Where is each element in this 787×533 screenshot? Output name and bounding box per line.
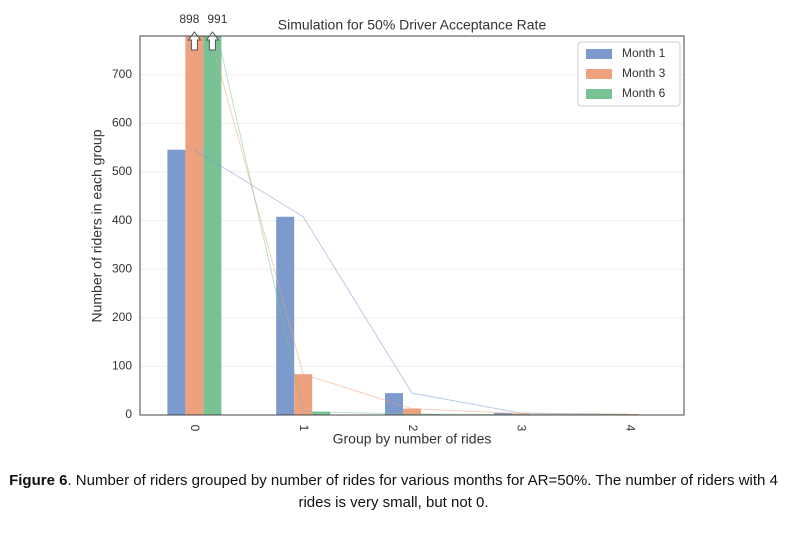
x-tick-label: 0	[188, 425, 202, 432]
legend-swatch	[586, 89, 612, 99]
bar	[385, 393, 403, 415]
bar	[276, 216, 295, 415]
caption-text: . Number of riders grouped by number of …	[67, 472, 778, 511]
y-tick-label: 300	[112, 261, 132, 275]
x-tick-label: 2	[406, 425, 420, 432]
y-tick-label: 200	[112, 310, 132, 324]
bar	[203, 36, 222, 415]
y-axis-label: Number of riders in each group	[89, 129, 105, 322]
trend-line	[217, 36, 630, 415]
y-tick-label: 100	[112, 359, 132, 373]
trend-line	[209, 36, 630, 415]
plot-frame	[139, 35, 685, 416]
value-label: 898	[179, 12, 199, 26]
y-tick-label: 700	[112, 67, 132, 81]
caption-label: Figure 6	[9, 472, 68, 489]
x-axis-label: Group by number of rides	[333, 431, 492, 447]
y-tick-label: 400	[112, 213, 132, 227]
bar	[294, 374, 313, 415]
y-tick-label: 500	[112, 164, 132, 178]
x-tick-label: 1	[297, 425, 311, 432]
legend-swatch	[586, 69, 612, 79]
legend-label: Month 6	[622, 86, 666, 100]
bar	[185, 36, 204, 415]
x-tick-label: 3	[515, 425, 529, 432]
chart-title: Simulation for 50% Driver Acceptance Rat…	[278, 17, 547, 33]
plot-area	[167, 36, 657, 415]
legend-swatch	[586, 49, 612, 59]
value-label: 991	[207, 12, 227, 26]
y-tick-label: 600	[112, 116, 132, 130]
y-tick-label: 0	[125, 407, 132, 421]
chart: Simulation for 50% Driver Acceptance Rat…	[89, 12, 685, 447]
trend-line	[194, 149, 630, 415]
bar	[312, 411, 331, 415]
legend-label: Month 1	[622, 46, 666, 60]
x-tick-label: 4	[623, 425, 637, 432]
bar	[167, 149, 186, 415]
bar	[403, 408, 421, 415]
legend-label: Month 3	[622, 66, 666, 80]
figure-caption: Figure 6. Number of riders grouped by nu…	[8, 470, 779, 514]
